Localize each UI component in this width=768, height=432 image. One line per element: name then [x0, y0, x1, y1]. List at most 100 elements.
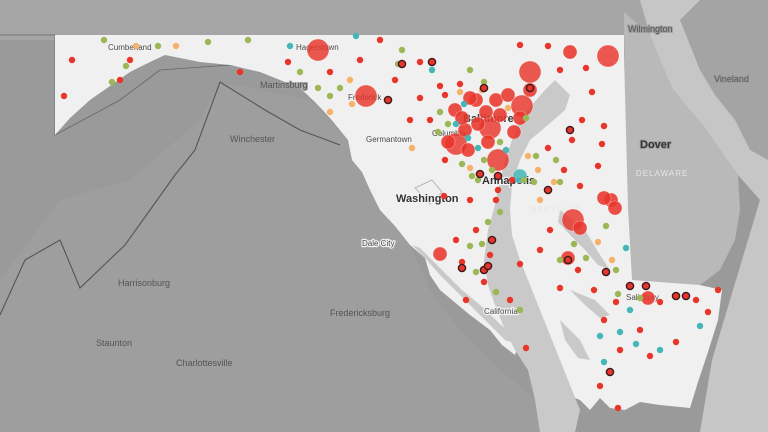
data-marker-green[interactable] [532, 152, 540, 160]
data-marker-green[interactable] [326, 92, 334, 100]
data-marker-red[interactable] [536, 246, 544, 254]
data-marker-red[interactable] [516, 41, 524, 49]
data-marker-green[interactable] [122, 62, 130, 70]
data-marker-red[interactable] [506, 296, 514, 304]
data-marker-outlined[interactable] [641, 281, 651, 291]
data-marker-red[interactable] [441, 156, 449, 164]
data-marker-red[interactable] [126, 56, 134, 64]
data-marker-green[interactable] [336, 84, 344, 92]
data-marker-red[interactable] [436, 82, 444, 90]
data-marker-green[interactable] [552, 156, 560, 164]
data-marker-teal[interactable] [286, 42, 294, 50]
data-marker-red[interactable] [544, 42, 552, 50]
data-marker-red[interactable] [454, 110, 470, 126]
data-marker-outlined[interactable] [605, 367, 615, 377]
data-marker-outlined[interactable] [565, 125, 575, 135]
data-marker-red[interactable] [576, 182, 584, 190]
data-marker-green[interactable] [398, 46, 406, 54]
data-marker-red[interactable] [456, 80, 464, 88]
data-marker-orange[interactable] [504, 104, 512, 112]
data-marker-red[interactable] [508, 176, 516, 184]
data-marker-red[interactable] [460, 142, 476, 158]
data-marker-teal[interactable] [428, 66, 436, 74]
data-marker-red[interactable] [416, 94, 424, 102]
data-marker-outlined[interactable] [487, 235, 497, 245]
data-marker-red[interactable] [600, 316, 608, 324]
data-marker-red[interactable] [574, 266, 582, 274]
data-marker-green[interactable] [296, 68, 304, 76]
data-marker-red[interactable] [544, 144, 552, 152]
data-marker-green[interactable] [204, 38, 212, 46]
data-marker-red[interactable] [452, 236, 460, 244]
data-marker-red[interactable] [416, 58, 424, 66]
data-marker-orange[interactable] [594, 238, 602, 246]
data-marker-red[interactable] [704, 308, 712, 316]
data-marker-teal[interactable] [656, 346, 664, 354]
data-marker-red[interactable] [506, 124, 522, 140]
data-marker-red[interactable] [284, 58, 292, 66]
data-marker-red[interactable] [356, 56, 364, 64]
data-marker-orange[interactable] [466, 164, 474, 172]
data-marker-teal[interactable] [696, 322, 704, 330]
data-marker-red[interactable] [616, 346, 624, 354]
data-marker-red[interactable] [462, 296, 470, 304]
data-marker-red[interactable] [492, 107, 508, 123]
data-marker-red[interactable] [594, 162, 602, 170]
data-marker-green[interactable] [480, 156, 488, 164]
data-marker-red[interactable] [518, 60, 542, 84]
data-marker-red[interactable] [614, 404, 622, 412]
data-marker-outlined[interactable] [397, 59, 407, 69]
data-marker-orange[interactable] [172, 42, 180, 50]
data-marker-green[interactable] [530, 178, 538, 186]
data-marker-green[interactable] [556, 256, 564, 264]
data-marker-red[interactable] [440, 134, 456, 150]
data-marker-outlined[interactable] [525, 83, 535, 93]
data-marker-red[interactable] [546, 226, 554, 234]
data-marker-red[interactable] [426, 116, 434, 124]
data-marker-teal[interactable] [464, 134, 472, 142]
data-marker-green[interactable] [458, 160, 466, 168]
data-marker-red[interactable] [480, 134, 496, 150]
data-marker-red[interactable] [596, 382, 604, 390]
data-marker-red[interactable] [500, 87, 516, 103]
data-marker-red[interactable] [560, 166, 568, 174]
data-marker-red[interactable] [236, 68, 244, 76]
data-marker-red[interactable] [406, 116, 414, 124]
data-marker-red[interactable] [598, 140, 606, 148]
data-marker-teal[interactable] [452, 120, 460, 128]
data-marker-green[interactable] [522, 114, 530, 122]
data-marker-outlined[interactable] [483, 261, 493, 271]
data-marker-red[interactable] [440, 192, 448, 200]
data-marker-red[interactable] [60, 92, 68, 100]
data-marker-green[interactable] [154, 42, 162, 50]
data-marker-orange[interactable] [408, 144, 416, 152]
data-marker-outlined[interactable] [427, 57, 437, 67]
data-marker-red[interactable] [116, 76, 124, 84]
data-marker-green[interactable] [100, 36, 108, 44]
data-marker-red[interactable] [470, 116, 486, 132]
data-marker-outlined[interactable] [543, 185, 553, 195]
data-marker-red[interactable] [522, 344, 530, 352]
data-marker-red[interactable] [596, 190, 612, 206]
data-marker-red[interactable] [462, 90, 478, 106]
data-marker-green[interactable] [478, 240, 486, 248]
data-marker-orange[interactable] [132, 42, 140, 50]
data-marker-green[interactable] [496, 138, 504, 146]
data-marker-teal[interactable] [622, 244, 630, 252]
data-marker-green[interactable] [472, 268, 480, 276]
data-marker-green[interactable] [492, 288, 500, 296]
data-marker-green[interactable] [480, 78, 488, 86]
data-marker-red[interactable] [582, 64, 590, 72]
data-marker-red[interactable] [472, 226, 480, 234]
data-marker-green[interactable] [244, 36, 252, 44]
data-marker-teal[interactable] [596, 332, 604, 340]
data-marker-red[interactable] [494, 186, 502, 194]
data-marker-green[interactable] [484, 218, 492, 226]
data-marker-teal[interactable] [352, 32, 360, 40]
data-marker-outlined[interactable] [601, 267, 611, 277]
data-marker-red[interactable] [68, 56, 76, 64]
data-marker-green[interactable] [434, 128, 442, 136]
data-marker-outlined[interactable] [671, 291, 681, 301]
data-marker-green[interactable] [488, 166, 496, 174]
data-marker-teal[interactable] [460, 100, 468, 108]
